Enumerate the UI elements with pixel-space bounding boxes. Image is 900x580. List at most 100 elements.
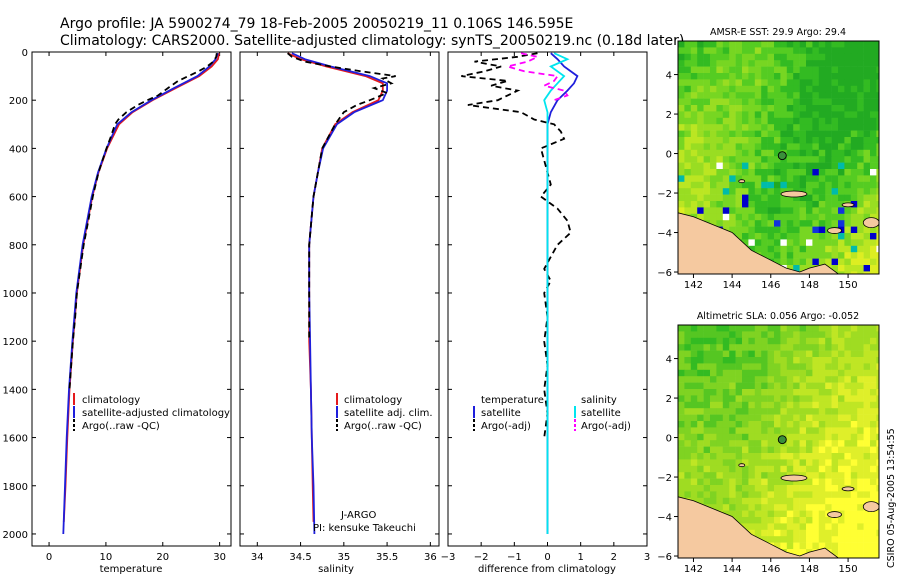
map-cell [729,47,736,55]
map-cell [678,446,685,454]
map-cell [818,478,826,486]
map-cell [774,66,781,74]
map-cell [710,53,717,61]
map-cell [684,408,692,415]
map-cell [844,478,852,486]
map-cell [850,169,858,176]
map-cell [780,542,788,550]
map-cell [857,239,864,247]
map-cell [742,485,749,492]
map-cell [870,162,877,170]
map-cell [767,98,775,106]
map-cell [761,124,768,131]
map-cell [780,459,788,467]
map-cell [690,188,698,195]
map-cell [678,201,685,208]
map-cell [774,453,781,460]
map-cell [690,376,698,383]
map-cell [716,427,724,435]
map-cell [838,395,845,403]
map-cell [767,213,775,221]
map-cell [812,504,820,511]
map-cell [716,414,724,422]
map-cell [742,478,749,486]
map-cell [812,79,820,87]
map-cell [863,162,871,170]
map-cell [761,376,768,383]
map-cell [780,226,788,234]
map-cell [703,382,711,390]
map-cell [742,414,749,422]
map-cell [844,265,852,272]
map-cell [697,344,704,351]
map-cell [838,258,845,266]
map-y-tick-label: 0 [666,434,672,445]
map-cell [863,357,871,364]
map-cell [793,41,800,48]
map-cell [786,162,794,170]
map-cell [806,79,813,87]
map-cell [761,529,768,537]
map-cell [825,181,832,189]
map-cell [716,459,724,467]
map-cell [793,504,800,511]
map-cell [767,408,775,415]
map-cell [742,408,749,415]
map-cell [774,213,781,221]
map-cell [844,363,852,371]
map-cell [786,325,794,332]
map-cell [818,344,826,351]
map-cell [729,421,736,428]
map-cell [786,376,794,383]
map-cell [870,245,877,253]
map-cell [748,245,756,253]
map-cell [825,395,832,403]
map-cell [767,421,775,428]
map-cell [774,252,781,259]
map-cell [722,331,730,339]
map-cell [767,497,775,505]
map-cell [761,382,768,390]
map-cell [722,181,730,189]
map-cell [678,472,685,479]
map-cell [831,143,839,151]
map-cell [793,395,800,403]
map-cell [863,376,871,383]
map-cell [716,220,724,227]
map-cell [838,53,845,61]
map-cell [844,92,852,99]
map-cell [684,117,692,125]
map-cell [818,47,826,55]
map-cell [812,433,820,441]
map-cell [690,73,698,80]
map-cell [716,85,724,93]
map-cell [806,169,813,176]
map-cell [684,92,692,99]
map-cell [850,344,858,351]
map-cell [818,149,826,157]
map-cell [767,239,775,247]
map-cell [838,421,845,428]
map-cell [742,446,749,454]
map-cell [767,376,775,383]
map-cell [806,491,813,499]
map-cell [729,73,736,80]
map-cell [703,395,711,403]
map-cell [761,491,768,499]
map-cell [806,85,813,93]
map-cell [844,408,852,415]
map-cell [684,491,692,499]
map-cell [812,542,820,550]
map-cell [818,427,826,435]
map-cell [690,350,698,358]
map-cell [754,446,762,454]
map-cell [838,549,845,556]
map-cell [799,220,807,227]
map-cell [780,137,788,144]
map-cell [831,485,839,492]
map-cell [863,233,871,240]
map-cell [876,453,879,460]
map-cell [742,79,749,87]
map-cell [748,497,756,505]
map-cell [754,440,762,447]
